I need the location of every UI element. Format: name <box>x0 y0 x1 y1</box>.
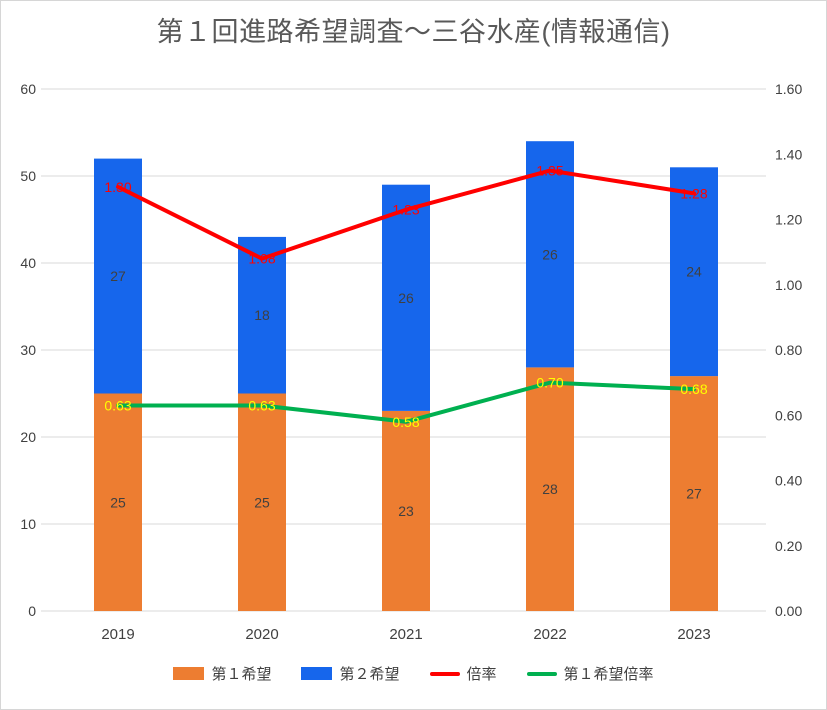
left-axis-tick-label: 10 <box>20 516 36 532</box>
left-axis-tick-label: 50 <box>20 168 36 184</box>
x-axis-label: 2020 <box>245 626 278 643</box>
right-axis-tick-label: 0.00 <box>775 603 802 619</box>
bar-value-label-first-choice: 23 <box>398 503 414 519</box>
legend-swatch-first-choice-bar <box>173 667 205 680</box>
ratio-value-label: 1.08 <box>248 251 275 267</box>
bar-value-label-second-choice: 24 <box>686 264 702 280</box>
bar-segment-first-choice <box>382 410 430 611</box>
legend-label-first-choice-ratio: 第１希望倍率 <box>563 666 654 683</box>
chart-title: 第１回進路希望調査～三谷水産(情報通信) <box>156 16 671 47</box>
plot-area: 0 10 20 30 40 50 60 0.00 0.20 0.40 0.60 0.80 1.00 1.2… <box>20 81 802 643</box>
right-axis-tick-label: 0.20 <box>775 538 802 554</box>
right-axis-tick-label: 1.20 <box>775 212 802 228</box>
ratio-value-label: 1.35 <box>536 163 563 179</box>
right-axis-tick-label: 0.40 <box>775 473 802 489</box>
legend-item-ratio: 倍率 <box>429 663 497 684</box>
right-axis-tick-label: 1.60 <box>775 81 802 97</box>
right-axis-tick-label: 1.00 <box>775 277 802 293</box>
bar-value-label-first-choice: 27 <box>686 486 702 502</box>
legend-swatch-second-choice-bar <box>301 667 333 680</box>
bar-value-label-second-choice: 26 <box>542 246 558 262</box>
ratio-value-label: 1.30 <box>104 179 131 195</box>
left-axis-tick-label: 30 <box>20 342 36 358</box>
first-choice-ratio-value-label: 0.63 <box>248 397 275 413</box>
bar-segment-first-choice <box>526 367 574 611</box>
first-choice-ratio-value-label: 0.68 <box>680 381 707 397</box>
right-axis-tick-label: 0.80 <box>775 342 802 358</box>
bar-value-label-first-choice: 25 <box>254 494 270 510</box>
right-axis-tick-label: 0.60 <box>775 407 802 423</box>
legend-item-first-choice-ratio: 第１希望倍率 <box>526 663 654 684</box>
first-choice-ratio-value-label: 0.63 <box>104 397 131 413</box>
left-axis-tick-label: 40 <box>20 255 36 271</box>
legend-item-second-choice: 第２希望 <box>301 663 400 684</box>
x-axis-label: 2019 <box>101 626 134 643</box>
left-axis-tick-label: 60 <box>20 81 36 97</box>
x-axis-label: 2021 <box>389 626 422 643</box>
left-axis-tick-label: 0 <box>28 603 36 619</box>
legend-item-first-choice: 第１希望 <box>173 663 271 684</box>
first-choice-ratio-value-label: 0.58 <box>392 414 419 430</box>
bar-value-label-second-choice: 27 <box>110 268 126 284</box>
x-axis-label: 2022 <box>533 626 566 643</box>
legend-swatch-ratio-line <box>429 671 460 676</box>
bar-segment-first-choice <box>94 393 142 611</box>
bar-segment-first-choice <box>670 376 718 611</box>
bar-value-label-first-choice: 28 <box>542 481 558 497</box>
right-axis-tick-label: 1.40 <box>775 146 802 162</box>
bar-segment-second-choice <box>670 167 718 377</box>
bar-value-label-first-choice: 25 <box>110 494 126 510</box>
legend-label-second-choice: 第２希望 <box>339 666 400 683</box>
bar-segment-second-choice <box>238 236 286 394</box>
first-choice-ratio-value-label: 0.70 <box>536 375 563 391</box>
first-choice-ratio-line <box>116 380 696 424</box>
bar-segment-first-choice <box>238 393 286 611</box>
bar-segment-second-choice <box>526 141 574 368</box>
x-axis-label: 2023 <box>677 626 710 643</box>
ratio-value-label: 1.28 <box>680 185 707 201</box>
bar-segment-second-choice <box>94 158 142 394</box>
ratio-value-label: 1.23 <box>392 202 419 218</box>
bar-segment-second-choice <box>382 184 430 411</box>
legend-label-first-choice: 第１希望 <box>211 666 272 683</box>
bar-value-label-second-choice: 26 <box>398 290 414 306</box>
legend-label-ratio: 倍率 <box>466 666 497 683</box>
legend-swatch-first-choice-ratio-line <box>526 671 557 676</box>
bar-value-label-second-choice: 18 <box>254 307 270 323</box>
legend: 第１希望 第２希望 倍率 第１希望倍率 <box>1 663 826 684</box>
left-axis-tick-label: 20 <box>20 429 36 445</box>
ratio-line <box>116 168 696 261</box>
